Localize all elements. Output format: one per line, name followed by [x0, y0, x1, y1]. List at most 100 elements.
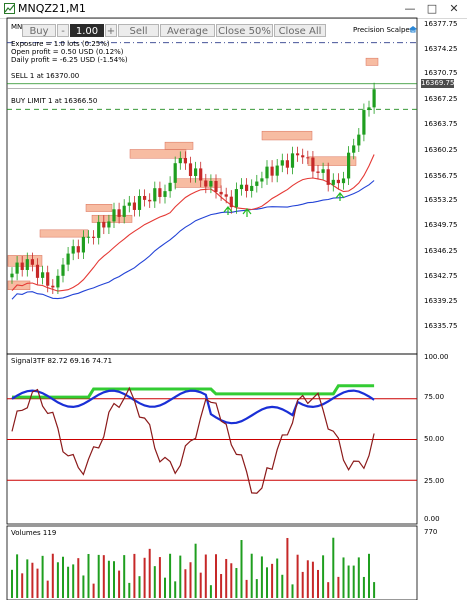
volume-bar — [138, 576, 141, 598]
candle-body — [362, 110, 366, 135]
close-50-button[interactable]: Close 50% — [216, 24, 273, 37]
volume-bar — [276, 558, 279, 598]
minimize-button[interactable]: — — [404, 2, 416, 15]
candle-body — [15, 262, 19, 274]
volume-bar — [204, 554, 207, 598]
candle-body — [188, 163, 193, 177]
close-button[interactable]: ✕ — [449, 2, 459, 15]
candle-body — [229, 196, 233, 208]
candle-body — [341, 178, 346, 184]
price-tick-label: 16353.25 — [424, 196, 458, 204]
volume-bar — [327, 582, 330, 598]
signal-tick-label: 100.00 — [424, 353, 449, 361]
buy-limit-order-label[interactable]: BUY LIMIT 1 at 16366.50 — [11, 97, 98, 105]
volume-bar — [153, 566, 156, 598]
candle-body — [285, 160, 289, 168]
volume-bar — [209, 585, 212, 598]
symbol-short: MN — [11, 23, 23, 31]
qty-decrease-button[interactable]: - — [57, 24, 69, 37]
volume-bar — [189, 562, 192, 598]
supply-demand-zone — [7, 255, 43, 267]
volume-bar — [51, 553, 54, 598]
volume-panel-title: Volumes 119 — [11, 529, 57, 537]
volume-bar — [158, 557, 161, 598]
price-tick-label: 16349.75 — [424, 221, 458, 229]
signal-tick-label: 0.00 — [424, 515, 440, 523]
candle-body — [367, 107, 371, 111]
price-tick-label: 16342.75 — [424, 272, 458, 280]
candle-body — [301, 155, 305, 158]
volume-bar — [179, 555, 182, 598]
candle-body — [122, 205, 126, 217]
volume-bar — [118, 570, 121, 598]
candle-body — [326, 169, 330, 185]
signal-tick-label: 25.00 — [424, 477, 445, 485]
candle-body — [61, 264, 65, 276]
candle-body — [296, 153, 300, 156]
volume-bar — [128, 582, 131, 598]
volume-bar — [230, 563, 233, 598]
candle-body — [25, 259, 29, 270]
price-tick-label: 16363.75 — [424, 120, 458, 128]
volume-bar — [133, 553, 136, 598]
candle-body — [316, 171, 320, 173]
candle-body — [311, 157, 315, 172]
candle-body — [41, 272, 45, 278]
sell-button[interactable]: Sell — [118, 24, 159, 37]
volume-bar — [21, 573, 24, 598]
volume-bar — [266, 567, 268, 598]
candle-body — [30, 259, 34, 265]
volume-bar — [347, 565, 350, 598]
candle-body — [153, 188, 157, 202]
candle-body — [239, 184, 244, 190]
candle-body — [66, 253, 70, 265]
candle-body — [168, 182, 172, 192]
candle-body — [347, 152, 351, 179]
price-tick-label: 16370.75 — [424, 69, 458, 77]
current-price-tag: 16369.75 — [421, 79, 455, 88]
candle-body — [219, 191, 223, 195]
volume-bar — [291, 584, 294, 598]
close-all-button[interactable]: Close All — [274, 24, 326, 37]
volume-bar — [250, 553, 253, 598]
supply-demand-zone — [164, 141, 194, 150]
candle-body — [56, 275, 60, 288]
supply-demand-zone — [261, 130, 313, 141]
qty-input[interactable]: 1.00 — [70, 24, 104, 37]
volume-bar — [169, 553, 172, 598]
volume-bar — [368, 553, 370, 598]
candle-body — [372, 89, 376, 108]
price-tick-label: 16335.75 — [424, 322, 458, 330]
candle-body — [158, 188, 162, 197]
volume-bar — [123, 555, 126, 598]
volume-bar — [174, 581, 177, 598]
signal-panel-title: Signal3TF 82.72 69.16 74.71 — [11, 357, 113, 365]
candle-body — [275, 165, 279, 176]
average-button[interactable]: Average — [160, 24, 215, 37]
maximize-button[interactable]: □ — [426, 2, 438, 15]
volume-bar — [87, 553, 90, 598]
buy-button[interactable]: Buy — [22, 24, 56, 37]
volume-bar — [352, 565, 355, 598]
cap-icon[interactable] — [408, 25, 418, 34]
candle-body — [81, 236, 85, 253]
candle-body — [163, 191, 167, 197]
candle-body — [224, 194, 228, 197]
fast-ma-line — [11, 154, 375, 292]
volume-bar — [31, 562, 34, 598]
sell-order-label[interactable]: SELL 1 at 16370.00 — [11, 72, 80, 80]
window-title: MNQZ21,M1 — [18, 2, 86, 15]
volume-panel-frame — [6, 525, 418, 600]
candle-body — [143, 195, 147, 200]
volume-bar — [199, 572, 202, 598]
volume-bar — [260, 556, 263, 598]
volume-bar — [301, 571, 304, 598]
buy-signal-arrow — [242, 208, 252, 217]
qty-increase-button[interactable]: + — [105, 24, 117, 37]
candle-body — [270, 166, 274, 176]
buy-signal-arrow — [335, 192, 345, 201]
candle-body — [92, 236, 96, 238]
volume-bar — [72, 564, 75, 598]
candle-body — [306, 157, 310, 159]
